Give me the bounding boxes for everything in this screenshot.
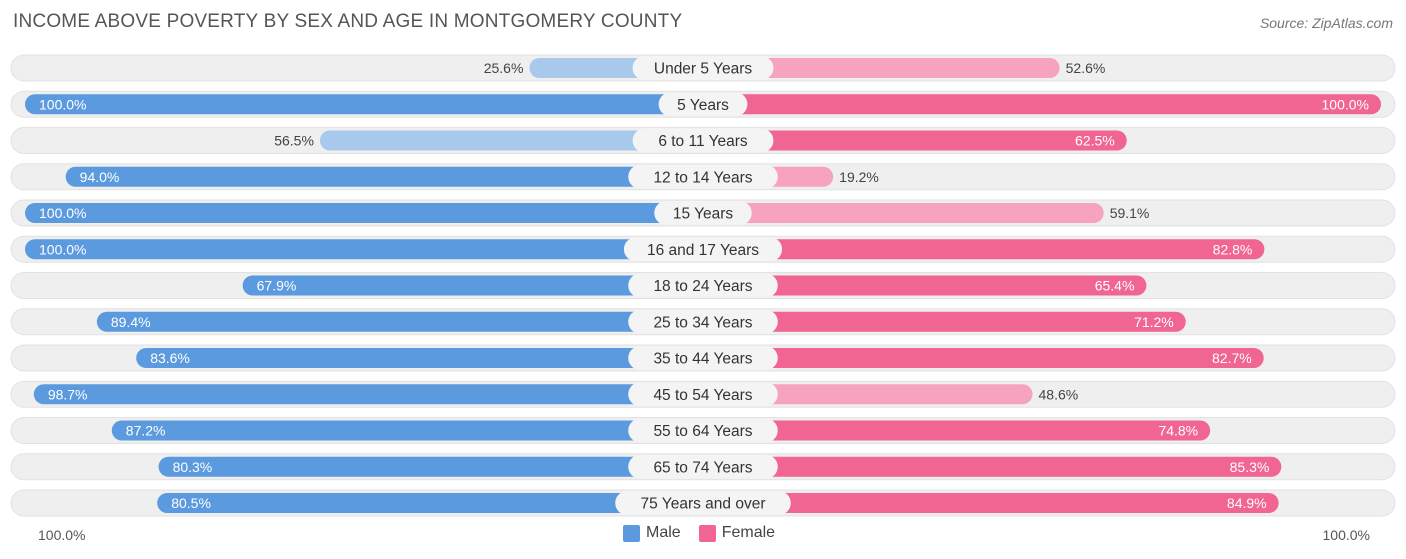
- female-value-label: 59.1%: [1110, 205, 1150, 221]
- male-bar: [157, 493, 703, 513]
- male-bar: [25, 94, 703, 115]
- female-bar: [703, 493, 1279, 513]
- male-bar: [158, 456, 704, 477]
- category-label-box: [632, 128, 774, 153]
- legend-label-female: Female: [721, 524, 776, 541]
- chart-title: INCOME ABOVE POVERTY BY SEX AND AGE IN M…: [13, 11, 683, 32]
- category-label: 55 to 64 Years: [653, 423, 752, 440]
- male-bar: [96, 311, 704, 332]
- category-label: 6 to 11 Years: [658, 133, 748, 150]
- legend-swatch-female: [698, 524, 716, 542]
- category-label: Under 5 Years: [654, 61, 752, 78]
- legend: Male Female: [623, 524, 793, 542]
- category-label: 25 to 34 Years: [653, 314, 752, 331]
- category-label-box: [623, 237, 783, 262]
- legend-item-male: Male: [623, 524, 681, 542]
- male-value-label: 67.9%: [257, 278, 297, 294]
- male-bar: [136, 348, 703, 368]
- female-value-label: 82.8%: [1213, 241, 1253, 257]
- female-value-label: 62.5%: [1075, 133, 1115, 149]
- male-bar: [111, 420, 703, 441]
- category-label: 75 Years and over: [641, 496, 766, 513]
- female-bar: [703, 456, 1282, 477]
- category-label-box: [628, 454, 778, 479]
- female-bar: [703, 130, 1127, 151]
- female-bar: [703, 94, 1381, 115]
- male-value-label: 83.6%: [150, 350, 190, 366]
- category-label-box: [658, 92, 748, 117]
- male-bar: [33, 384, 703, 405]
- female-bar: [703, 58, 1060, 78]
- male-value-label: 80.3%: [173, 459, 213, 475]
- female-bar: [703, 384, 1033, 405]
- female-value-label: 19.2%: [839, 169, 879, 185]
- female-value-label: 52.6%: [1066, 60, 1106, 76]
- male-value-label: 80.5%: [171, 495, 211, 511]
- category-label-box: [628, 382, 778, 407]
- category-label: 45 to 54 Years: [653, 387, 752, 404]
- male-bar: [25, 239, 703, 260]
- male-bar: [25, 203, 703, 223]
- female-value-label: 65.4%: [1095, 278, 1135, 294]
- female-value-label: 82.7%: [1212, 350, 1252, 366]
- category-label-box: [628, 418, 778, 443]
- male-value-label: 98.7%: [48, 386, 88, 402]
- male-bar: [319, 130, 703, 151]
- female-value-label: 84.9%: [1227, 495, 1267, 511]
- category-label-box: [654, 201, 752, 225]
- category-label-box: [628, 273, 778, 298]
- female-bar: [703, 311, 1186, 332]
- category-label-box: [615, 491, 791, 515]
- legend-label-male: Male: [646, 524, 681, 541]
- male-value-label: 94.0%: [80, 169, 120, 185]
- male-value-label: 100.0%: [39, 241, 86, 257]
- category-label: 65 to 74 Years: [653, 459, 752, 476]
- female-value-label: 85.3%: [1230, 459, 1270, 475]
- female-bar: [703, 420, 1211, 441]
- legend-item-female: Female: [698, 524, 776, 542]
- category-label-box: [628, 346, 778, 370]
- male-value-label: 87.2%: [126, 423, 166, 439]
- female-bar: [703, 348, 1264, 368]
- male-bar: [65, 166, 704, 187]
- legend-swatch-male: [623, 524, 640, 542]
- category-label-box: [628, 164, 778, 189]
- axis-right-label: 100.0%: [1322, 527, 1370, 543]
- male-bar: [242, 275, 703, 296]
- category-label: 35 to 44 Years: [653, 351, 752, 368]
- bar-chart: Under 5 Years 25.6% 52.6% 5 Years 100.0% 100.…: [10, 54, 1396, 517]
- source-label: Source: ZipAtlas.com: [1259, 15, 1393, 31]
- male-value-label: 100.0%: [39, 205, 86, 221]
- female-bar: [703, 239, 1265, 260]
- female-value-label: 100.0%: [1322, 96, 1369, 112]
- axis-left-label: 100.0%: [38, 527, 86, 543]
- category-label: 15 Years: [673, 206, 734, 223]
- category-label-box: [632, 56, 774, 80]
- category-label: 12 to 14 Years: [653, 169, 752, 186]
- female-value-label: 48.6%: [1039, 386, 1079, 402]
- female-bar: [703, 275, 1147, 296]
- category-label-box: [628, 309, 778, 334]
- male-value-label: 100.0%: [39, 96, 86, 112]
- female-value-label: 71.2%: [1134, 314, 1174, 330]
- female-bar: [703, 203, 1104, 223]
- male-value-label: 56.5%: [274, 133, 314, 149]
- category-label: 18 to 24 Years: [653, 278, 752, 295]
- male-value-label: 25.6%: [484, 60, 524, 76]
- category-label: 16 and 17 Years: [647, 242, 759, 259]
- category-label: 5 Years: [677, 97, 729, 114]
- male-value-label: 89.4%: [111, 314, 151, 330]
- female-value-label: 74.8%: [1158, 423, 1198, 439]
